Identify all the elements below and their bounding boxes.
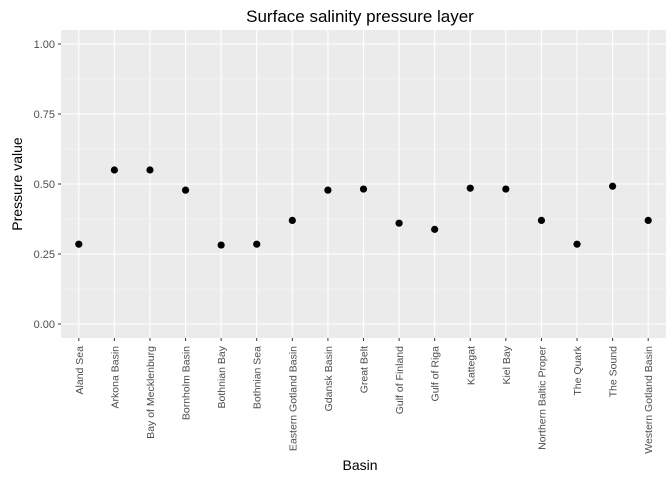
x-tick-label: Bay of Mecklenburg <box>145 346 157 439</box>
y-tick-label: 0.50 <box>34 179 55 191</box>
data-point <box>146 166 154 174</box>
x-tick-label: Northern Baltic Proper <box>536 346 548 450</box>
x-tick-label: Western Gotland Basin <box>643 346 655 454</box>
x-tick-label: Gulf of Riga <box>430 346 442 402</box>
data-point <box>110 166 118 174</box>
x-tick-label: Great Belt <box>359 346 371 393</box>
y-tick-label: 0.75 <box>34 109 55 121</box>
x-tick-label: Kattegat <box>465 346 477 385</box>
grid-lines <box>61 30 666 338</box>
x-tick-label: Kiel Bay <box>501 345 513 384</box>
data-point <box>217 241 225 249</box>
x-tick-label: The Sound <box>608 346 620 398</box>
x-tick-label: Gulf of Finland <box>394 346 406 414</box>
data-point <box>395 219 403 227</box>
x-tick-label: Eastern Gotland Basin <box>287 346 299 451</box>
x-tick-label: Bothnian Bay <box>216 345 228 408</box>
data-point <box>324 186 332 194</box>
data-point <box>431 225 439 233</box>
data-points <box>75 166 652 249</box>
data-point <box>573 240 581 248</box>
data-point <box>537 216 546 224</box>
x-tick-label: Arkona Basin <box>109 346 121 409</box>
chart-title: Surface salinity pressure layer <box>246 7 474 26</box>
y-axis-title: Pressure value <box>9 137 25 231</box>
x-tick-label: Bornholm Basin <box>181 346 193 420</box>
x-tick-label: Gdansk Basin <box>323 346 335 412</box>
x-tick-label: Bothnian Sea <box>252 346 264 409</box>
data-point <box>75 240 83 248</box>
y-axis: 0.00 0.25 0.50 0.75 1.00 <box>34 39 61 331</box>
data-point <box>466 184 474 192</box>
x-tick-label: Aland Sea <box>74 346 86 395</box>
x-axis-title: Basin <box>342 457 377 473</box>
data-point <box>502 185 510 193</box>
data-point <box>644 216 652 224</box>
x-axis: Aland Sea Arkona Basin Bay of Mecklenburg B… <box>74 338 655 454</box>
data-point <box>359 185 368 193</box>
x-tick-label: The Quark <box>572 345 584 395</box>
y-tick-label: 0.25 <box>34 249 55 261</box>
data-point <box>181 186 190 194</box>
data-point <box>253 240 261 248</box>
y-tick-label: 0.00 <box>34 319 55 331</box>
data-point <box>288 216 296 224</box>
y-tick-label: 1.00 <box>34 39 55 51</box>
data-point <box>609 182 617 190</box>
